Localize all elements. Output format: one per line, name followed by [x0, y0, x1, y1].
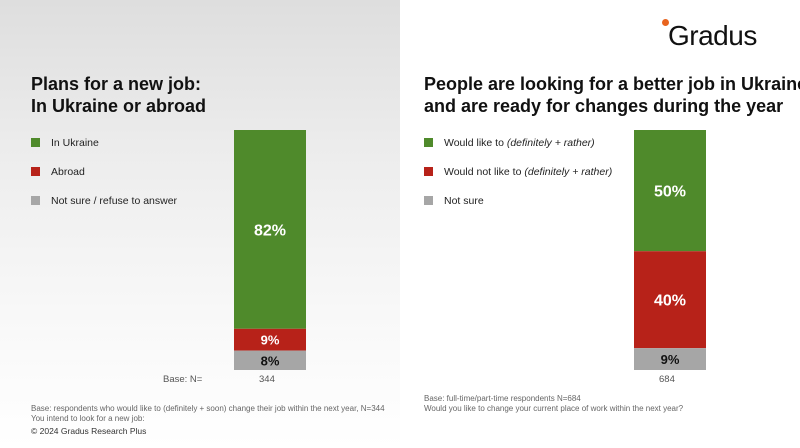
right-footnote: Base: full-time/part-time respondents N=…	[424, 394, 683, 413]
right-legend-item-would-like: Would like to (definitely + rather)	[424, 137, 612, 166]
left-base-n: 344	[259, 374, 275, 385]
right-title-line-1: People are looking for a better job in U…	[424, 74, 800, 94]
left-legend-item-in-ukraine: In Ukraine	[31, 137, 177, 166]
left-title-line-1: Plans for a new job:	[31, 74, 202, 94]
right-stacked-bar-chart: 50% 40% 9%	[634, 130, 706, 370]
right-base-n: 684	[659, 374, 675, 385]
bar-data-label-2: 9%	[261, 333, 280, 348]
left-footnote: Base: respondents who would like to (def…	[31, 404, 385, 423]
bar-segment-1	[234, 130, 306, 329]
legend-label-italic: (definitely + rather)	[524, 166, 613, 178]
bar-segment-1	[634, 130, 706, 252]
legend-label: Would not like to	[444, 166, 525, 178]
right-legend-item-not-sure: Not sure	[424, 195, 612, 224]
bar-data-label-1: 82%	[254, 222, 286, 239]
left-legend-item-abroad: Abroad	[31, 166, 177, 195]
legend-swatch-red	[424, 167, 433, 176]
legend-swatch-gray	[31, 196, 40, 205]
left-title-line-2: In Ukraine or abroad	[31, 96, 207, 116]
left-stacked-bar-chart: 82% 9% 8%	[234, 130, 306, 370]
right-title-line-2: and are ready for changes during the yea…	[424, 96, 784, 116]
legend-label-italic: (definitely + rather)	[506, 137, 595, 149]
left-legend-item-not-sure: Not sure / refuse to answer	[31, 195, 177, 224]
bar-data-label-2: 40%	[654, 293, 686, 310]
right-legend-item-would-not-like: Would not like to (definitely + rather)	[424, 166, 612, 195]
legend-label: Not sure	[444, 195, 484, 207]
copyright-notice: © 2024 Gradus Research Plus	[31, 426, 147, 436]
legend-swatch-gray	[424, 196, 433, 205]
legend-label: Not sure / refuse to answer	[51, 195, 178, 207]
bar-segment-3	[634, 348, 706, 370]
logo-accent-dot	[662, 19, 669, 26]
right-footnote-line-1: Base: full-time/part-time respondents N=…	[424, 394, 581, 403]
left-legend: In Ukraine Abroad Not sure / refuse to a…	[31, 137, 177, 224]
left-chart-title: Plans for a new job: In Ukraine or abroa…	[31, 73, 206, 117]
right-panel	[400, 0, 800, 448]
right-footnote-line-2: Would you like to change your current pl…	[424, 403, 684, 413]
left-footnote-line-1: Base: respondents who would like to (def…	[31, 404, 385, 413]
right-legend: Would like to (definitely + rather) Woul…	[424, 137, 612, 224]
right-chart-title: People are looking for a better job in U…	[424, 73, 800, 117]
legend-swatch-red	[31, 167, 40, 176]
bar-segment-3	[234, 350, 306, 370]
left-footnote-line-2: You intend to look for a new job:	[31, 413, 145, 423]
legend-label: Abroad	[51, 166, 85, 178]
legend-swatch-green	[424, 138, 433, 147]
bar-data-label-3: 9%	[661, 352, 680, 367]
legend-swatch-green	[31, 138, 40, 147]
bar-data-label-3: 8%	[261, 353, 280, 368]
legend-label: Would like to	[444, 137, 507, 149]
left-base-label: Base: N=	[163, 374, 203, 385]
bar-segment-2	[634, 251, 706, 349]
gradus-logo: Gradus	[655, 16, 775, 52]
bar-data-label-1: 50%	[654, 184, 686, 201]
bar-segment-2	[234, 328, 306, 351]
left-panel	[0, 0, 400, 448]
legend-label: In Ukraine	[51, 137, 99, 149]
logo-text: Gradus	[668, 20, 757, 51]
